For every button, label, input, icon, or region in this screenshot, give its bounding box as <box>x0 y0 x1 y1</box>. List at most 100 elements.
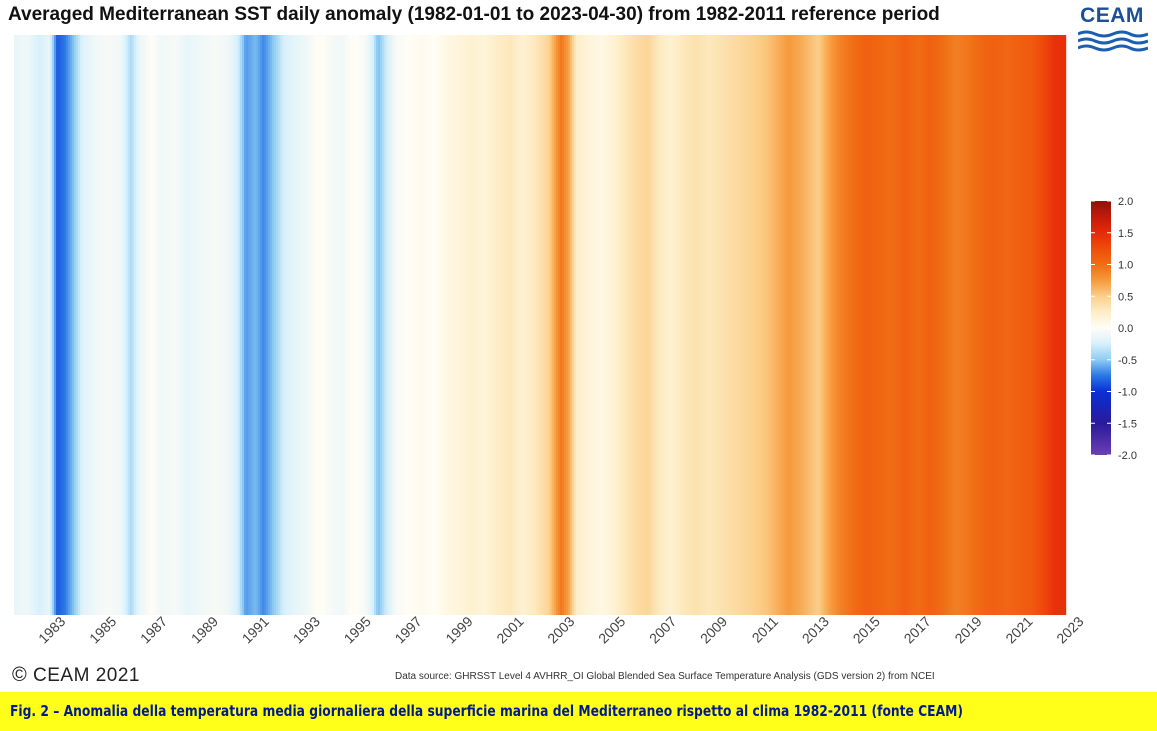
stripe <box>716 35 719 615</box>
stripe <box>186 35 189 615</box>
stripe <box>830 35 833 615</box>
x-tick-label: 1993 <box>290 613 323 646</box>
stripe <box>654 35 657 615</box>
stripe <box>28 35 31 615</box>
stripe <box>138 35 141 615</box>
stripe <box>664 35 667 615</box>
x-tick-label: 1991 <box>239 613 272 646</box>
stripe <box>886 35 889 615</box>
stripe <box>656 35 659 615</box>
stripe <box>862 35 865 615</box>
stripe <box>876 35 879 615</box>
copyright-text: CEAM 2021 <box>33 665 140 686</box>
stripe <box>846 35 849 615</box>
stripe <box>1034 35 1037 615</box>
stripe <box>80 35 83 615</box>
stripe <box>68 35 71 615</box>
stripe <box>144 35 147 615</box>
stripe <box>312 35 315 615</box>
stripe <box>434 35 437 615</box>
stripe <box>600 35 603 615</box>
stripe <box>26 35 29 615</box>
stripe <box>690 35 693 615</box>
stripe <box>712 35 715 615</box>
stripe <box>592 35 595 615</box>
stripe <box>982 35 985 615</box>
stripe <box>558 35 561 615</box>
stripe <box>364 35 367 615</box>
stripe <box>204 35 207 615</box>
stripe <box>76 35 79 615</box>
stripe <box>804 35 807 615</box>
stripe <box>158 35 161 615</box>
stripe <box>156 35 159 615</box>
stripe <box>114 35 117 615</box>
stripe <box>900 35 903 615</box>
stripe <box>430 35 433 615</box>
stripe <box>1002 35 1005 615</box>
stripe <box>910 35 913 615</box>
stripe <box>986 35 989 615</box>
stripe <box>302 35 305 615</box>
stripe <box>570 35 573 615</box>
stripe <box>662 35 665 615</box>
stripe <box>44 35 47 615</box>
stripe <box>136 35 139 615</box>
stripe <box>714 35 717 615</box>
stripe <box>922 35 925 615</box>
stripe <box>406 35 409 615</box>
stripe <box>588 35 591 615</box>
stripe <box>40 35 43 615</box>
stripe <box>506 35 509 615</box>
stripe <box>852 35 855 615</box>
stripe <box>566 35 569 615</box>
stripe <box>202 35 205 615</box>
stripe <box>1004 35 1007 615</box>
stripe <box>934 35 937 615</box>
stripe <box>292 35 295 615</box>
stripe <box>128 35 131 615</box>
stripe <box>118 35 121 615</box>
stripe <box>788 35 791 615</box>
stripe <box>134 35 137 615</box>
stripe <box>748 35 751 615</box>
stripe <box>938 35 941 615</box>
stripe <box>164 35 167 615</box>
stripe <box>990 35 993 615</box>
stripe <box>810 35 813 615</box>
stripe <box>744 35 747 615</box>
stripe <box>362 35 365 615</box>
stripe <box>332 35 335 615</box>
stripe <box>218 35 221 615</box>
stripe <box>366 35 369 615</box>
stripe <box>760 35 763 615</box>
stripe <box>446 35 449 615</box>
stripe <box>50 35 53 615</box>
stripe <box>802 35 805 615</box>
stripe <box>294 35 297 615</box>
stripe <box>24 35 27 615</box>
stripe <box>958 35 961 615</box>
stripe <box>624 35 627 615</box>
colorbar-label: -1.5 <box>1118 418 1137 430</box>
stripe <box>230 35 233 615</box>
stripe <box>314 35 317 615</box>
stripe <box>678 35 681 615</box>
stripe <box>270 35 273 615</box>
stripe <box>576 35 579 615</box>
stripe <box>94 35 97 615</box>
stripe <box>486 35 489 615</box>
x-tick-label: 1983 <box>35 613 68 646</box>
stripe <box>198 35 201 615</box>
stripe <box>400 35 403 615</box>
stripe <box>174 35 177 615</box>
stripe <box>412 35 415 615</box>
stripe <box>528 35 531 615</box>
stripe <box>108 35 111 615</box>
stripe <box>436 35 439 615</box>
stripe <box>274 35 277 615</box>
stripe <box>512 35 515 615</box>
stripe <box>52 35 55 615</box>
x-tick-label: 1987 <box>137 613 170 646</box>
stripe <box>520 35 523 615</box>
